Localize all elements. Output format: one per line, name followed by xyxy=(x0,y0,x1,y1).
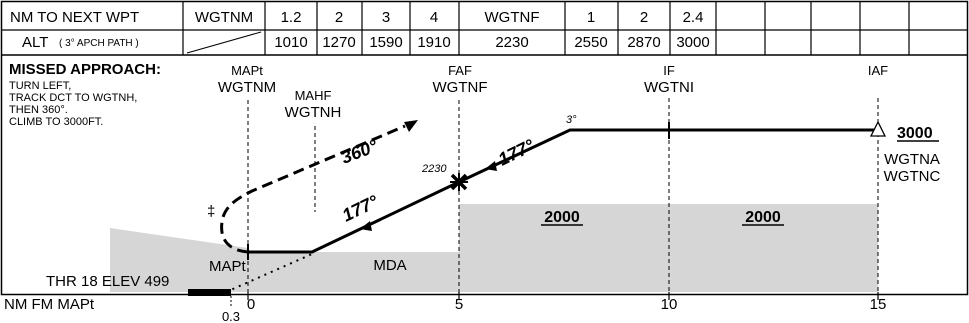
iaf-role-label: IAF xyxy=(868,63,888,78)
faf-fix-name: WGTNF xyxy=(433,79,488,96)
row1-cell-3: 3 xyxy=(382,9,390,26)
mapt-lower-label: MAPt xyxy=(209,258,247,275)
faf-cross-icon xyxy=(450,173,468,191)
missed-course-label: 360° xyxy=(338,135,381,167)
chart-frame xyxy=(0,0,969,296)
row2-cell-2: 1270 xyxy=(322,34,355,51)
row1-cell-7: 2 xyxy=(640,9,648,26)
terrain-shading-mda xyxy=(248,252,459,292)
mahf-fix-name: WGTNH xyxy=(285,104,342,121)
mahf-role-label: MAHF xyxy=(295,88,332,103)
row1-cell-6: 1 xyxy=(587,9,595,26)
missed-approach-line-3: THEN 360°. xyxy=(9,104,68,116)
row2-cell-1: 1010 xyxy=(274,34,307,51)
missed-approach-line-4: CLIMB TO 3000FT. xyxy=(9,116,103,128)
row2-cell-8: 3000 xyxy=(676,34,709,51)
row2-cell-6: 2550 xyxy=(574,34,607,51)
missed-approach-line-2: TRACK DCT TO WGTNH, xyxy=(9,92,137,104)
final-arrow-1-icon xyxy=(360,221,372,231)
row1-cell-0: WGTNM xyxy=(195,9,253,26)
distance-axis: NM FM MAPt 0 5 10 15 0.3 xyxy=(4,292,886,323)
distance-offset-label: 0.3 xyxy=(222,309,240,323)
row1-label: NM TO NEXT WPT xyxy=(10,9,139,26)
missed-approach-title: MISSED APPROACH: xyxy=(9,61,161,78)
terrain-shading-left xyxy=(110,228,248,292)
visual-segment-line xyxy=(225,253,313,293)
final-arrow-2-icon xyxy=(485,161,497,171)
mapt-fix-name: WGTNM xyxy=(218,79,276,96)
final-course-label-2: 177° xyxy=(495,135,538,170)
row1-cell-2: 2 xyxy=(335,9,343,26)
iaf-altitude: 3000 xyxy=(897,125,933,142)
missed-approach-arrow-icon xyxy=(404,120,418,132)
distance-altitude-table: NM TO NEXT WPT ALT ( 3° APCH PATH ) WGTN… xyxy=(1,2,968,56)
threshold-label: THR 18 ELEV 499 xyxy=(46,273,169,290)
row2-sublabel: ( 3° APCH PATH ) xyxy=(59,38,139,49)
missed-approach-path xyxy=(220,124,406,254)
msa-segment-1-label: 2000 xyxy=(544,209,580,226)
if-role-label: IF xyxy=(663,63,675,78)
mda-label: MDA xyxy=(373,257,406,274)
iaf-fix-name-1: WGTNA xyxy=(884,151,940,168)
if-fix-name: WGTNI xyxy=(644,79,694,96)
iaf-triangle-icon xyxy=(869,120,887,137)
runway-bar xyxy=(188,289,231,296)
mapt-role-label: MAPt xyxy=(231,63,263,78)
distance-axis-label: NM FM MAPt xyxy=(4,296,95,313)
distance-tick-5: 5 xyxy=(455,296,463,313)
row1-cell-4: 4 xyxy=(430,9,438,26)
row2-cell-4: 1910 xyxy=(417,34,450,51)
missed-approach-line-1: TURN LEFT, xyxy=(9,80,71,92)
row1-cell-8: 2.4 xyxy=(683,9,704,26)
distance-tick-15: 15 xyxy=(870,296,887,313)
missed-approach-block: MISSED APPROACH: TURN LEFT, TRACK DCT TO… xyxy=(9,61,161,128)
dagger-symbol: ‡ xyxy=(207,203,215,220)
faf-role-label: FAF xyxy=(448,63,472,78)
faf-altitude-label: 2230 xyxy=(421,163,447,175)
iaf-fix-name-2: WGTNC xyxy=(884,168,941,185)
row2-cell-5: 2230 xyxy=(495,34,528,51)
row2-cell-3: 1590 xyxy=(369,34,402,51)
row2-cell-7: 2870 xyxy=(627,34,660,51)
distance-tick-0: 0 xyxy=(247,296,255,313)
distance-tick-10: 10 xyxy=(661,296,678,313)
row1-cell-5: WGTNF xyxy=(485,9,540,26)
msa-segment-2-label: 2000 xyxy=(745,209,781,226)
row2-label: ALT xyxy=(22,34,48,51)
glide-angle-label: 3° xyxy=(566,114,577,126)
row1-cell-1: 1.2 xyxy=(281,9,302,26)
